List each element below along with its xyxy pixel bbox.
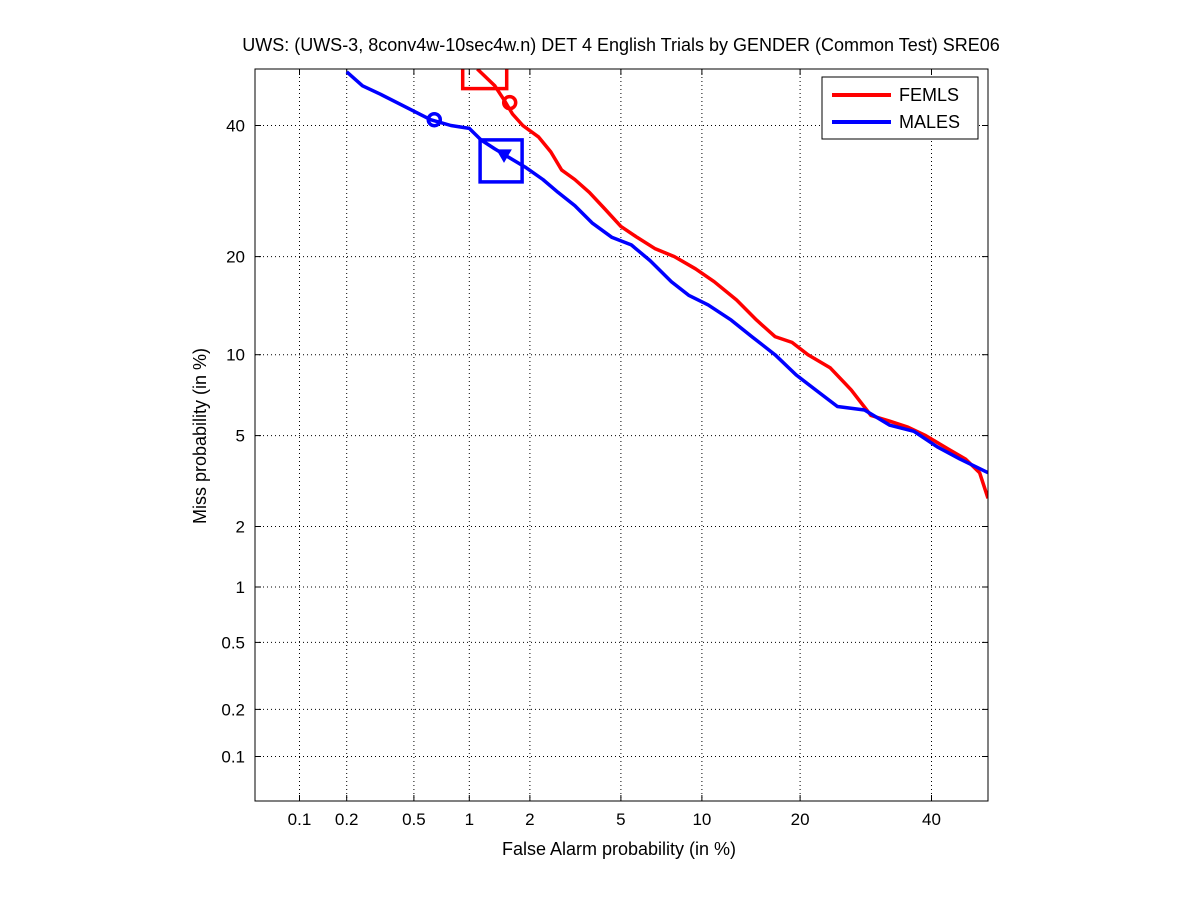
y-tick-label: 0.5 bbox=[221, 633, 245, 652]
legend-label-femls: FEMLS bbox=[899, 85, 959, 105]
plot-area bbox=[254, 68, 989, 802]
y-tick-label: 0.1 bbox=[221, 748, 245, 767]
operating-point-markers bbox=[426, 69, 524, 184]
marker-circle-males bbox=[426, 111, 443, 128]
x-tick-label: 0.5 bbox=[402, 810, 426, 829]
x-tick-label: 1 bbox=[465, 810, 474, 829]
y-tick-label: 2 bbox=[236, 518, 245, 537]
legend-label-males: MALES bbox=[899, 112, 960, 132]
y-tick-label: 0.2 bbox=[221, 700, 245, 719]
x-tick-label: 2 bbox=[525, 810, 534, 829]
series-line-femls bbox=[476, 69, 988, 499]
marker-square-partial-femls bbox=[460, 69, 509, 91]
marker-circle-femls bbox=[501, 94, 518, 111]
axis-ticks: 0.1 0.2 0.5 1 2 5 10 20 40 0.1 0.2 0.5 1 2 5 10 20 40 bbox=[221, 69, 988, 829]
y-tick-label: 40 bbox=[226, 117, 245, 136]
x-tick-label: 20 bbox=[791, 810, 810, 829]
y-axis-title: Miss probability (in %) bbox=[190, 348, 210, 524]
y-tick-label: 20 bbox=[226, 248, 245, 267]
x-tick-label: 0.2 bbox=[335, 810, 359, 829]
legend-box bbox=[821, 76, 979, 140]
y-tick-label: 10 bbox=[226, 346, 245, 365]
chart-title: UWS: (UWS-3, 8conv4w-10sec4w.n) DET 4 En… bbox=[242, 35, 1000, 55]
x-tick-label: 5 bbox=[616, 810, 625, 829]
x-tick-label: 0.1 bbox=[288, 810, 312, 829]
x-tick-label: 40 bbox=[922, 810, 941, 829]
grid bbox=[255, 69, 988, 801]
x-tick-label: 10 bbox=[692, 810, 711, 829]
marker-square-males bbox=[478, 138, 524, 184]
y-tick-label: 1 bbox=[236, 578, 245, 597]
legend: FEMLS MALES bbox=[821, 76, 979, 140]
marker-triangle-down-males bbox=[496, 149, 512, 163]
y-tick-label: 5 bbox=[236, 427, 245, 446]
x-axis-title: False Alarm probability (in %) bbox=[502, 839, 736, 859]
plot-frame bbox=[254, 68, 989, 802]
